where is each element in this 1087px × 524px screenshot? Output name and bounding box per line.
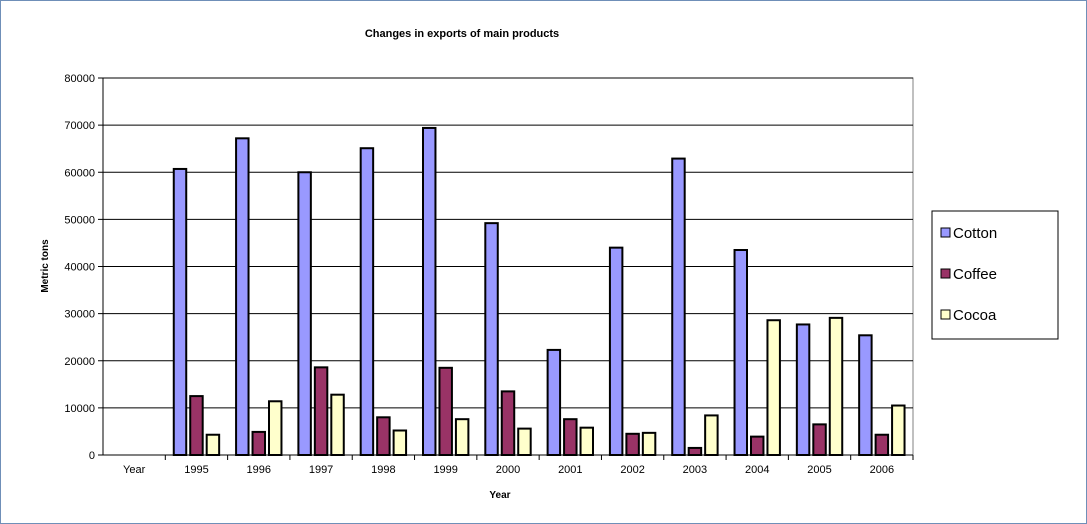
bar-cotton (172, 167, 188, 456)
bar-cotton (422, 126, 437, 456)
x-tick-label: 2003 (683, 464, 707, 476)
bar-coffee (563, 418, 578, 456)
bar-coffee (251, 430, 267, 457)
y-tick-label: 60000 (64, 167, 95, 179)
legend-label-cotton: Cotton (953, 225, 997, 242)
x-tick-label: Year (123, 464, 146, 476)
bar-cocoa (641, 431, 657, 457)
bar-cocoa (891, 404, 906, 456)
legend: Cotton Coffee Cocoa (931, 210, 1059, 340)
bar-cocoa (392, 429, 408, 456)
bar-cotton (608, 246, 624, 456)
x-tick-label: 1996 (247, 464, 271, 476)
bar-cotton (795, 323, 811, 456)
x-tick-label: 2005 (807, 464, 831, 476)
legend-box (931, 210, 1059, 340)
y-tick-label: 70000 (64, 120, 95, 132)
y-tick-label: 10000 (64, 403, 95, 415)
bar-cotton (733, 249, 748, 456)
x-tick-label: 2000 (496, 464, 520, 476)
x-tick-label: 1999 (433, 464, 457, 476)
x-tick-label: 1997 (309, 464, 333, 476)
x-axis-title: Year (489, 490, 510, 501)
x-tick-label: 2004 (745, 464, 769, 476)
x-tick-label: 2006 (870, 464, 894, 476)
chart-title: Changes in exports of main products (365, 28, 559, 40)
bar-cocoa (517, 427, 532, 456)
bar-coffee (750, 435, 765, 456)
bar-coffee (500, 390, 516, 457)
bar-cotton (297, 171, 312, 456)
x-tick-label: 1998 (371, 464, 395, 476)
bar-cocoa (828, 316, 844, 456)
legend-swatch-cocoa (940, 309, 951, 320)
y-tick-label: 50000 (64, 214, 95, 226)
bar-cotton (546, 348, 562, 457)
bar-coffee (874, 433, 890, 456)
bar-cocoa (766, 319, 781, 456)
legend-swatch-coffee (940, 268, 951, 279)
bar-coffee (687, 446, 703, 456)
x-tick-label: 2002 (620, 464, 644, 476)
bar-cotton (671, 157, 686, 457)
bar-coffee (812, 423, 827, 456)
legend-swatch-cotton (940, 227, 951, 238)
bar-coffee (313, 366, 329, 456)
bar-coffee (376, 416, 391, 456)
x-tick-label: 2001 (558, 464, 582, 476)
bar-cocoa (268, 400, 283, 456)
bar-cocoa (579, 426, 594, 457)
y-tick-label: 80000 (64, 73, 95, 85)
bar-cotton (858, 334, 873, 456)
x-tick-label: 1995 (184, 464, 208, 476)
y-tick-label: 30000 (64, 309, 95, 321)
bar-cocoa (330, 393, 345, 456)
y-tick-label: 0 (89, 450, 95, 462)
axes: 0 10000 20000 30000 40000 50000 60000 70000 8000… (64, 73, 914, 476)
legend-label-coffee: Coffee (953, 266, 997, 283)
legend-label-cocoa: Cocoa (953, 307, 997, 324)
bar-coffee (438, 366, 453, 457)
bar-cotton (235, 137, 250, 456)
bar-cotton (359, 147, 375, 456)
bar-coffee (189, 395, 204, 456)
bar-coffee (625, 432, 640, 457)
bar-cocoa (205, 433, 221, 456)
bar-cocoa (704, 414, 719, 457)
bar-cotton (484, 222, 499, 456)
y-tick-label: 20000 (64, 356, 95, 368)
bar-cocoa (454, 418, 470, 456)
y-tick-label: 40000 (64, 262, 95, 274)
y-axis-title: Metric tons (40, 239, 51, 293)
